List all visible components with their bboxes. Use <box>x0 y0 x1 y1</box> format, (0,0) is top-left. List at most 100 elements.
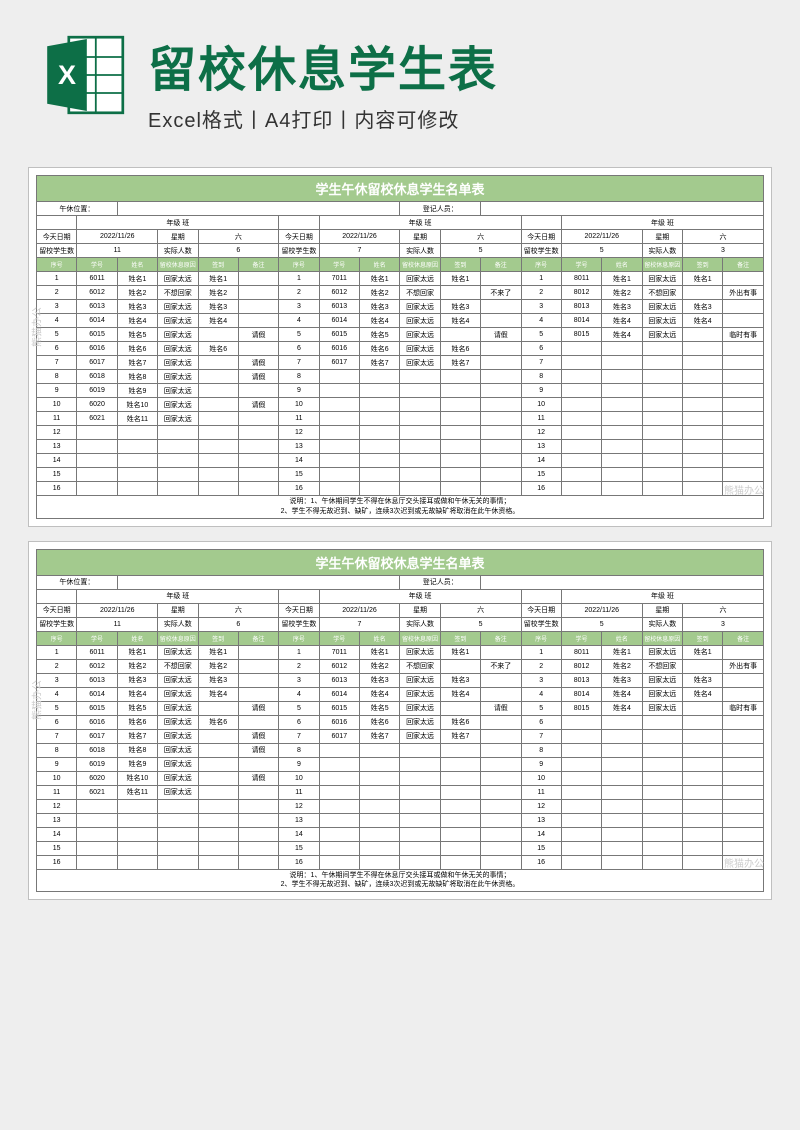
cell: 回家太远 <box>400 328 440 342</box>
cell <box>561 412 601 426</box>
cell: 12 <box>279 426 319 440</box>
cell <box>238 715 278 729</box>
cell <box>198 468 238 482</box>
cell <box>723 342 764 356</box>
cell: 回家太远 <box>158 757 198 771</box>
cell <box>360 454 400 468</box>
cell: 11 <box>37 785 77 799</box>
cell: 实际人数 <box>158 244 198 258</box>
cell <box>400 827 440 841</box>
cell <box>602 454 642 468</box>
cell: 实际人数 <box>158 617 198 631</box>
cell: 回家太远 <box>158 645 198 659</box>
cell <box>602 729 642 743</box>
cell: 回家太远 <box>158 771 198 785</box>
cell <box>198 771 238 785</box>
cell: 六 <box>683 603 764 617</box>
cell: 学生午休留校休息学生名单表 <box>37 549 764 575</box>
cell <box>440 468 480 482</box>
cell <box>440 855 480 869</box>
cell: 姓名8 <box>117 743 157 757</box>
cell: 7 <box>521 356 561 370</box>
cell: 12 <box>37 799 77 813</box>
cell <box>602 827 642 841</box>
cell: 临时有事 <box>723 701 764 715</box>
cell <box>723 412 764 426</box>
cell <box>642 799 682 813</box>
cell: 11 <box>77 244 158 258</box>
cell: 6014 <box>319 687 359 701</box>
cell <box>723 272 764 286</box>
cell <box>360 757 400 771</box>
cell <box>602 370 642 384</box>
cell: 4 <box>279 687 319 701</box>
cell: 回家太远 <box>400 701 440 715</box>
cell <box>400 384 440 398</box>
cell: 7011 <box>319 645 359 659</box>
cell <box>319 841 359 855</box>
cell: 7 <box>279 356 319 370</box>
cell <box>198 440 238 454</box>
cell <box>238 272 278 286</box>
cell: 6 <box>521 342 561 356</box>
cell: 5 <box>440 617 521 631</box>
cell <box>360 482 400 496</box>
cell <box>481 673 521 687</box>
cell: 回家太远 <box>400 300 440 314</box>
cell <box>481 743 521 757</box>
cell: 2 <box>521 286 561 300</box>
cell: 姓名5 <box>360 328 400 342</box>
cell <box>360 855 400 869</box>
cell: 回家太远 <box>158 384 198 398</box>
cell <box>642 440 682 454</box>
cell <box>238 645 278 659</box>
cell <box>642 468 682 482</box>
cell: 15 <box>37 468 77 482</box>
cell <box>481 771 521 785</box>
cell <box>642 785 682 799</box>
cell <box>158 827 198 841</box>
cell: 3 <box>37 300 77 314</box>
cell <box>481 202 764 216</box>
cell <box>238 813 278 827</box>
cell: 5 <box>561 244 642 258</box>
cell: 13 <box>37 813 77 827</box>
cell: 回家太远 <box>158 342 198 356</box>
cell <box>602 426 642 440</box>
cell: 备注 <box>481 258 521 272</box>
cell: 年级 班 <box>561 589 763 603</box>
cell <box>642 855 682 869</box>
cell <box>723 841 764 855</box>
cell <box>683 426 723 440</box>
cell <box>683 743 723 757</box>
cell <box>400 785 440 799</box>
cell: 姓名3 <box>683 300 723 314</box>
cell: 9 <box>279 757 319 771</box>
cell <box>481 645 521 659</box>
cell <box>602 813 642 827</box>
cell <box>561 454 601 468</box>
cell: 2 <box>37 286 77 300</box>
cell: 5 <box>521 328 561 342</box>
cell <box>723 813 764 827</box>
cell: 6 <box>279 715 319 729</box>
cell <box>360 398 400 412</box>
cell: 姓名3 <box>440 300 480 314</box>
cell: 6013 <box>319 300 359 314</box>
cell <box>683 398 723 412</box>
cell <box>561 715 601 729</box>
cell: 姓名7 <box>440 356 480 370</box>
cell <box>440 440 480 454</box>
cell <box>440 757 480 771</box>
cell: 11 <box>77 617 158 631</box>
cell <box>238 286 278 300</box>
cell <box>642 356 682 370</box>
cell <box>602 855 642 869</box>
cell <box>158 855 198 869</box>
cell: 姓名3 <box>117 673 157 687</box>
cell: 姓名6 <box>360 715 400 729</box>
cell: 姓名6 <box>440 342 480 356</box>
cell: 星期 <box>158 230 198 244</box>
cell <box>602 715 642 729</box>
cell: 姓名1 <box>360 645 400 659</box>
